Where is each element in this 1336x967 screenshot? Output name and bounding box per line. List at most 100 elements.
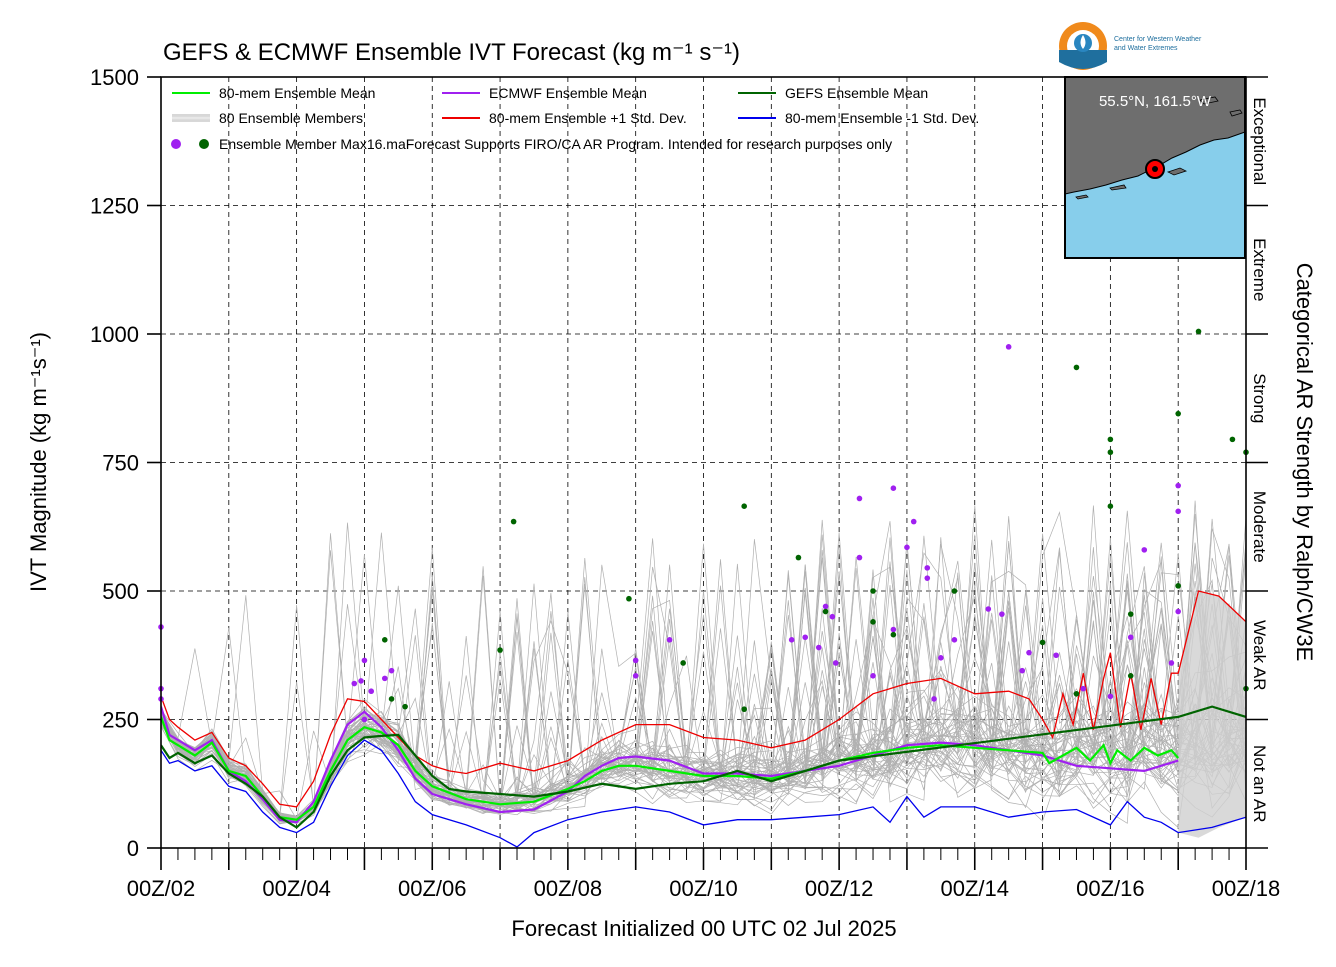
- category-label: Strong: [1250, 373, 1269, 423]
- ecmwf-max-point: [815, 644, 822, 651]
- ensemble-member-line: [161, 547, 1246, 829]
- legend-ecmwf-dot: [171, 139, 181, 149]
- gefs-max-point: [1073, 364, 1080, 371]
- ecmwf-max-point: [999, 611, 1005, 617]
- gefs-max-point: [1039, 639, 1046, 646]
- series-line-80-mem-ensemble-1-std-dev-: [161, 590, 1246, 808]
- x-axis-label: Forecast Initialized 00 UTC 02 Jul 2025: [511, 916, 896, 941]
- x-tick-label: 00Z/18: [1212, 876, 1281, 901]
- ecmwf-max-point: [666, 637, 673, 643]
- logo-line1: Center for Western Weather: [1114, 36, 1202, 43]
- gefs-max-point: [1175, 583, 1181, 589]
- ensemble-member-line: [161, 550, 1246, 820]
- category-label: Exceptional: [1250, 97, 1269, 185]
- gefs-max-point: [1107, 449, 1114, 456]
- x-tick-label: 00Z/06: [398, 876, 467, 901]
- gefs-max-point: [951, 588, 958, 594]
- legend: 80-mem Ensemble Mean ECMWF Ensemble Mean G…: [171, 85, 979, 152]
- ecmwf-max-point: [358, 678, 364, 684]
- gefs-max-point: [870, 619, 876, 625]
- gefs-max-point: [1127, 611, 1134, 617]
- ecmwf-max-point: [361, 657, 368, 664]
- ensemble-member-line: [161, 522, 1246, 823]
- ecmwf-max-point: [632, 673, 639, 679]
- series-lines: [161, 590, 1246, 848]
- chart-title: GEFS & ECMWF Ensemble IVT Forecast (kg m…: [163, 39, 740, 66]
- ensemble-member-line: [161, 542, 1246, 822]
- category-label: Moderate: [1250, 491, 1269, 563]
- x-tick-label: 00Z/12: [805, 876, 874, 901]
- ecmwf-max-point: [924, 565, 931, 571]
- ecmwf-max-point: [938, 655, 944, 661]
- legend-label: GEFS Ensemble Mean: [785, 85, 928, 101]
- legend-label: ECMWF Ensemble Mean: [489, 85, 647, 101]
- ecmwf-max-point: [1168, 660, 1175, 666]
- gefs-max-point: [741, 706, 747, 713]
- gefs-max-point: [1229, 436, 1236, 443]
- legend-note: Ensemble Member Max16.maForecast Support…: [219, 136, 892, 152]
- ecmwf-max-point: [910, 518, 917, 525]
- ecmwf-max-point: [856, 495, 863, 502]
- gefs-max-point: [890, 631, 897, 638]
- ecmwf-max-point: [856, 554, 863, 561]
- ensemble-member-line: [161, 532, 1246, 822]
- ecmwf-max-point: [1141, 547, 1148, 553]
- ecmwf-max-point: [788, 637, 795, 643]
- ecmwf-max-point: [381, 675, 388, 682]
- ecmwf-max-point: [829, 613, 836, 620]
- gefs-max-point: [870, 588, 876, 594]
- ecmwf-max-point: [890, 626, 897, 633]
- legend-gefs-dot: [199, 139, 209, 149]
- series-line-gefs-ensemble-mean: [161, 705, 1246, 829]
- gefs-max-point: [388, 696, 395, 702]
- y-tick-label: 0: [127, 836, 139, 861]
- ecmwf-max-point: [1053, 652, 1059, 659]
- ensemble-member-line: [161, 555, 1246, 824]
- right-axis-label: Categorical AR Strength by Ralph/CW3E: [1292, 263, 1317, 662]
- ecmwf-max-point: [870, 673, 876, 679]
- gefs-max-point: [1073, 691, 1080, 697]
- gefs-max-point: [1127, 673, 1134, 679]
- ecmwf-max-point: [931, 696, 937, 702]
- ecmwf-max-point: [361, 716, 368, 723]
- spread-band-area: [1178, 591, 1246, 838]
- legend-label: 80-mem Ensemble -1 Std. Dev.: [785, 110, 979, 126]
- legend-label: 80 Ensemble Members: [219, 110, 363, 126]
- gefs-max-point: [1195, 328, 1202, 335]
- category-label: Weak AR: [1250, 620, 1269, 691]
- y-tick-label: 1000: [90, 322, 139, 347]
- ecmwf-max-point: [1019, 667, 1026, 674]
- ecmwf-max-point: [1175, 482, 1181, 489]
- ar-category-axis: Not an AR Weak AR Moderate Strong Extreme Exc…: [1246, 76, 1269, 849]
- x-tick-label: 00Z/16: [1076, 876, 1145, 901]
- y-tick-label: 750: [102, 451, 139, 476]
- gefs-max-point: [741, 503, 747, 509]
- gefs-max-point: [626, 595, 632, 602]
- member-max-points: [158, 328, 1249, 723]
- gefs-max-point: [1107, 503, 1114, 509]
- ecmwf-max-point: [1026, 649, 1032, 656]
- ecmwf-max-point: [1175, 508, 1181, 515]
- ecmwf-max-point: [904, 544, 910, 551]
- ensemble-member-line: [161, 591, 1246, 820]
- y-tick-label: 1500: [90, 65, 139, 90]
- gefs-max-point: [1107, 436, 1114, 443]
- ecmwf-max-point: [822, 603, 829, 610]
- ecmwf-max-point: [368, 688, 375, 695]
- gefs-max-point: [497, 647, 503, 653]
- ecmwf-max-point: [1175, 608, 1181, 615]
- cw3e-logo: Center for Western Weather and Water Ext…: [1059, 22, 1202, 70]
- location-inset-map: 55.5°N, 161.5°W: [1064, 76, 1246, 259]
- logo-line2: and Water Extremes: [1114, 45, 1178, 52]
- inset-coordinates: 55.5°N, 161.5°W: [1099, 93, 1212, 110]
- legend-label: 80-mem Ensemble +1 Std. Dev.: [489, 110, 687, 126]
- gefs-max-point: [795, 554, 802, 561]
- y-tick-label: 1250: [90, 194, 139, 219]
- ecmwf-max-point: [924, 575, 931, 581]
- legend-label: 80-mem Ensemble Mean: [219, 85, 375, 101]
- x-tick-label: 00Z/14: [941, 876, 1010, 901]
- ecmwf-max-point: [832, 660, 839, 666]
- spread-band: [1178, 591, 1246, 838]
